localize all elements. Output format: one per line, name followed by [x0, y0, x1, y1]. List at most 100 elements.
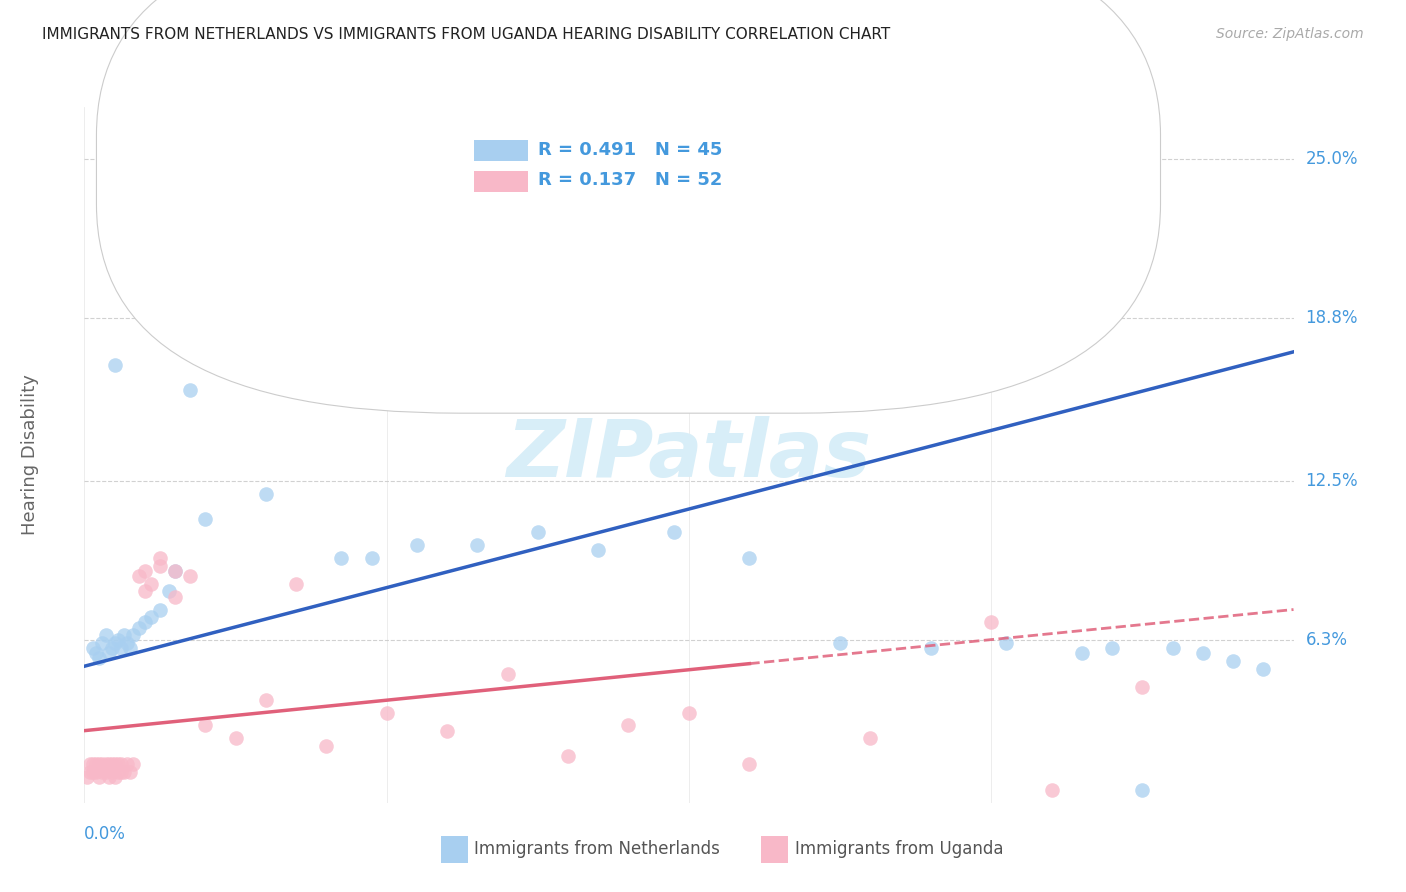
Point — [738, 757, 761, 772]
Point — [588, 543, 610, 558]
Point — [107, 633, 129, 648]
Text: 25.0%: 25.0% — [1306, 150, 1358, 168]
Point — [859, 731, 882, 746]
Point — [980, 615, 1002, 630]
Point — [436, 723, 458, 738]
Point — [82, 757, 104, 772]
Point — [110, 764, 132, 779]
Text: 18.8%: 18.8% — [1306, 310, 1358, 327]
Text: ZIPatlas: ZIPatlas — [506, 416, 872, 494]
Point — [1222, 654, 1244, 668]
Point — [375, 706, 398, 720]
Point — [1161, 641, 1184, 656]
Point — [830, 636, 852, 650]
Point — [254, 486, 277, 500]
FancyBboxPatch shape — [97, 0, 1160, 413]
Point — [112, 764, 135, 779]
Point — [920, 641, 942, 656]
Text: IMMIGRANTS FROM NETHERLANDS VS IMMIGRANTS FROM UGANDA HEARING DISABILITY CORRELA: IMMIGRANTS FROM NETHERLANDS VS IMMIGRANT… — [42, 27, 890, 42]
Point — [149, 602, 172, 616]
Point — [110, 641, 132, 656]
Text: 0.0%: 0.0% — [84, 825, 127, 843]
Point — [104, 757, 127, 772]
Text: Source: ZipAtlas.com: Source: ZipAtlas.com — [1216, 27, 1364, 41]
Point — [115, 757, 138, 772]
Point — [139, 576, 162, 591]
Point — [1130, 783, 1153, 797]
Text: R = 0.491   N = 45: R = 0.491 N = 45 — [538, 141, 723, 159]
Point — [86, 757, 108, 772]
Point — [1101, 641, 1123, 656]
Point — [118, 641, 141, 656]
Point — [194, 718, 217, 732]
Point — [112, 628, 135, 642]
Point — [157, 584, 180, 599]
Point — [315, 739, 337, 753]
Point — [110, 757, 132, 772]
Point — [100, 757, 122, 772]
Point — [104, 358, 127, 372]
Point — [163, 564, 186, 578]
Point — [254, 692, 277, 706]
Bar — [441, 836, 468, 863]
Point — [678, 706, 700, 720]
Point — [134, 584, 156, 599]
Point — [467, 538, 489, 552]
Point — [100, 641, 122, 656]
Point — [284, 576, 308, 591]
Point — [149, 551, 172, 566]
Point — [121, 628, 143, 642]
Point — [118, 764, 141, 779]
Point — [179, 384, 201, 398]
Text: 12.5%: 12.5% — [1306, 472, 1358, 490]
Point — [94, 764, 117, 779]
Point — [526, 525, 548, 540]
Text: Hearing Disability: Hearing Disability — [21, 375, 39, 535]
Point — [1040, 783, 1063, 797]
Point — [86, 764, 108, 779]
Point — [86, 646, 108, 660]
Point — [134, 564, 156, 578]
Point — [1251, 662, 1274, 676]
Point — [225, 344, 247, 359]
Point — [89, 651, 111, 665]
Text: Immigrants from Uganda: Immigrants from Uganda — [796, 839, 1004, 858]
Point — [995, 636, 1018, 650]
Point — [284, 384, 308, 398]
Point — [557, 749, 579, 764]
Point — [79, 764, 101, 779]
Point — [97, 770, 120, 784]
Point — [97, 646, 120, 660]
Point — [97, 757, 120, 772]
Point — [91, 636, 114, 650]
Point — [330, 551, 353, 566]
Point — [738, 551, 761, 566]
Point — [139, 610, 162, 624]
Point — [194, 512, 217, 526]
Point — [225, 731, 247, 746]
Point — [128, 621, 150, 635]
Point — [89, 770, 111, 784]
Point — [82, 641, 104, 656]
Point — [662, 525, 685, 540]
Point — [406, 538, 429, 552]
Bar — [474, 140, 529, 161]
Point — [104, 636, 127, 650]
Point — [128, 569, 150, 583]
Point — [115, 636, 138, 650]
Point — [1191, 646, 1213, 660]
Point — [107, 764, 129, 779]
Point — [179, 569, 201, 583]
Point — [91, 757, 114, 772]
Point — [163, 590, 186, 604]
Point — [76, 770, 98, 784]
Point — [163, 564, 186, 578]
Text: 6.3%: 6.3% — [1306, 632, 1347, 649]
Point — [121, 757, 143, 772]
Point — [1130, 680, 1153, 694]
Point — [94, 628, 117, 642]
Point — [91, 764, 114, 779]
Point — [1071, 646, 1094, 660]
Text: R = 0.137   N = 52: R = 0.137 N = 52 — [538, 171, 723, 189]
Point — [100, 764, 122, 779]
